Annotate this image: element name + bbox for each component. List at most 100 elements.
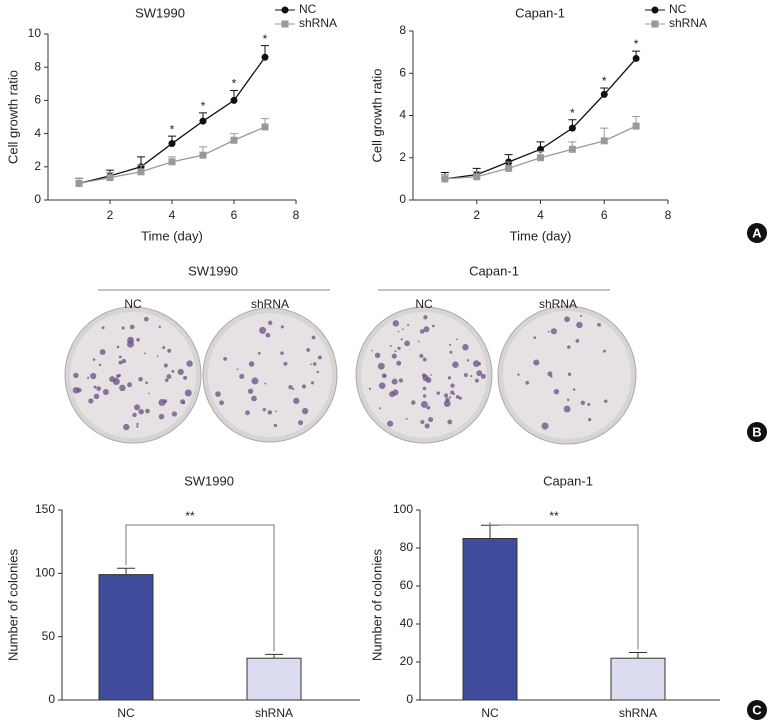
colony — [444, 393, 449, 398]
colony — [470, 375, 473, 378]
significance: * — [602, 74, 607, 88]
y-tick-label: 100 — [35, 566, 55, 580]
legend-label: shRNA — [669, 16, 707, 30]
colony — [273, 423, 278, 428]
x-tick-label: NC — [481, 706, 499, 720]
dish-inner — [503, 311, 631, 439]
significance: * — [232, 77, 237, 91]
colony — [453, 392, 456, 395]
y-tick-label: 2 — [399, 150, 406, 164]
colony — [377, 362, 385, 370]
photo-title: Capan-1 — [469, 263, 519, 278]
colony — [121, 326, 125, 330]
dish-inner — [208, 313, 332, 437]
colony — [262, 407, 266, 412]
point — [600, 90, 608, 98]
colony — [293, 397, 300, 404]
colony — [219, 400, 224, 406]
colony — [553, 388, 560, 395]
colony — [127, 382, 133, 388]
point — [199, 117, 207, 125]
colony — [275, 410, 278, 413]
colony — [136, 425, 139, 428]
colony — [445, 397, 450, 403]
error-bar — [265, 653, 283, 659]
colony — [251, 395, 257, 402]
colony — [248, 361, 255, 367]
colony — [580, 400, 586, 405]
colony — [398, 378, 404, 383]
photo-label: shRNA — [251, 297, 289, 311]
colony — [474, 378, 479, 383]
colony — [156, 355, 159, 358]
colony — [158, 413, 165, 420]
point — [632, 122, 640, 130]
colony — [525, 380, 530, 385]
significance: * — [570, 106, 575, 120]
colony — [402, 328, 404, 330]
photo-label: NC — [124, 297, 142, 311]
colony — [166, 374, 172, 380]
y-tick-label: 2 — [34, 159, 41, 173]
colony — [447, 419, 453, 425]
colony — [443, 400, 451, 408]
colony — [171, 411, 178, 417]
colony — [177, 368, 184, 376]
colony — [310, 363, 312, 366]
colony — [587, 402, 591, 406]
colony — [145, 408, 150, 414]
colony — [167, 348, 172, 353]
colony — [251, 377, 259, 385]
colony — [447, 376, 452, 380]
colony — [381, 373, 387, 379]
colony — [316, 370, 320, 374]
colony — [400, 338, 403, 341]
x-tick-label: 2 — [107, 208, 114, 222]
bar — [246, 657, 302, 701]
colony — [417, 340, 420, 343]
y-axis-label: Number of colonies — [5, 549, 20, 661]
colony — [466, 359, 470, 362]
colony — [576, 321, 583, 329]
point — [168, 158, 176, 166]
significance: ** — [185, 509, 195, 523]
x-tick-label: shRNA — [619, 706, 657, 720]
colony — [101, 326, 105, 330]
error-bar — [117, 567, 135, 575]
colony — [575, 339, 580, 343]
bar — [98, 574, 154, 701]
colony — [371, 349, 373, 352]
colony — [317, 355, 322, 360]
colony — [387, 420, 394, 427]
colony — [136, 422, 139, 426]
colony — [480, 373, 486, 379]
colony — [458, 397, 461, 400]
colony — [567, 345, 571, 349]
colony — [449, 396, 452, 399]
colony — [397, 346, 401, 350]
panel-badge — [747, 700, 767, 720]
colony — [158, 325, 161, 329]
colony — [406, 323, 410, 327]
significance: * — [170, 122, 175, 136]
x-axis-label: Time (day) — [141, 228, 203, 243]
x-tick-label: shRNA — [255, 706, 293, 720]
significance-bracket — [489, 522, 639, 650]
colony — [247, 388, 254, 394]
y-tick-label: 60 — [400, 578, 414, 592]
colony — [215, 391, 221, 397]
colony — [391, 378, 398, 385]
colony — [379, 407, 382, 410]
bar — [610, 657, 666, 701]
y-tick-label: 8 — [34, 59, 41, 73]
colony — [550, 375, 553, 378]
colony — [419, 353, 424, 358]
chart-title: Capan-1 — [515, 5, 565, 20]
dish-inner — [70, 312, 196, 438]
x-tick-label: 8 — [665, 208, 672, 222]
colony-photos — [64, 305, 637, 445]
colony — [132, 412, 137, 418]
y-tick-label: 0 — [399, 192, 406, 206]
colony — [391, 353, 397, 359]
